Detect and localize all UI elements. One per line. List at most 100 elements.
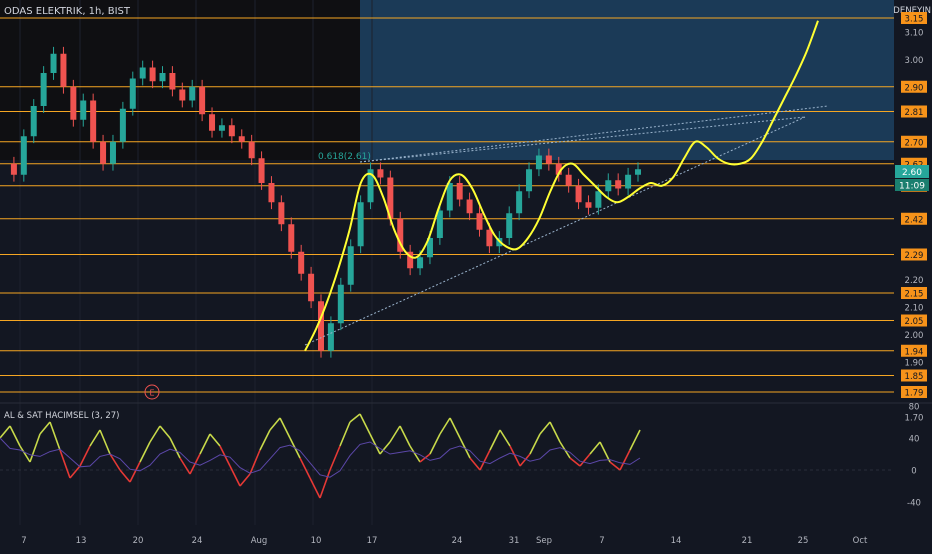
osc-tick-label: -40 bbox=[907, 499, 921, 509]
level-badge bbox=[901, 369, 927, 382]
osc-segment bbox=[199, 433, 211, 455]
candle-body bbox=[119, 108, 126, 142]
candle-body bbox=[80, 100, 87, 120]
candle-body bbox=[308, 273, 315, 302]
candle-body bbox=[605, 180, 612, 192]
candle-body bbox=[50, 53, 57, 73]
fib-label: 0.618(2.61) bbox=[318, 152, 371, 162]
time-tick-label: Sep bbox=[536, 536, 552, 546]
time-tick-label: 14 bbox=[671, 536, 682, 546]
candle-body bbox=[625, 174, 632, 189]
osc-segment bbox=[529, 433, 541, 455]
channel-line[interactable] bbox=[359, 105, 829, 163]
history-shade bbox=[0, 0, 360, 160]
osc-segment bbox=[169, 437, 181, 459]
candle-body bbox=[635, 169, 641, 175]
osc-segment bbox=[99, 429, 111, 455]
osc-segment bbox=[139, 441, 151, 463]
osc-signal-line bbox=[0, 437, 641, 478]
candle-body bbox=[466, 199, 473, 214]
time-tick-label: 7 bbox=[599, 536, 604, 546]
candle-body bbox=[565, 174, 572, 186]
candle-body bbox=[327, 323, 334, 351]
level-badge-label: 3.15 bbox=[905, 15, 924, 25]
level-badge bbox=[901, 287, 927, 299]
level-badge bbox=[901, 386, 927, 398]
time-tick-label: Oct bbox=[853, 536, 868, 546]
candle-body bbox=[288, 224, 295, 252]
osc-segment bbox=[619, 449, 631, 471]
level-badge-label: 2.29 bbox=[905, 251, 924, 261]
time-tick-label: 24 bbox=[192, 536, 203, 546]
candle-body bbox=[545, 155, 552, 164]
osc-segment bbox=[429, 433, 441, 455]
candle-body bbox=[298, 251, 305, 274]
oscillator-axis: 80 40 0 -40 bbox=[907, 403, 921, 509]
osc-segment bbox=[329, 445, 341, 471]
osc-segment bbox=[589, 441, 601, 455]
candle-body bbox=[109, 141, 116, 164]
candle-body bbox=[318, 301, 324, 351]
osc-segment bbox=[359, 413, 371, 435]
countdown-badge bbox=[895, 179, 929, 191]
trend-lines[interactable] bbox=[304, 105, 829, 346]
candle-body bbox=[456, 183, 463, 200]
level-badge bbox=[901, 212, 927, 225]
osc-segment bbox=[599, 441, 611, 463]
level-badge-label: 2.05 bbox=[905, 317, 924, 327]
price-tick-label: 1.70 bbox=[905, 413, 924, 423]
time-tick-label: 31 bbox=[509, 536, 520, 546]
candle-body bbox=[476, 213, 483, 230]
osc-segment bbox=[409, 445, 421, 463]
osc-segment bbox=[89, 429, 101, 447]
time-tick-label: 7 bbox=[21, 536, 26, 546]
event-marker-icon[interactable] bbox=[144, 384, 160, 400]
candle-body bbox=[436, 210, 443, 238]
osc-segment bbox=[569, 457, 581, 467]
osc-segment bbox=[39, 421, 51, 435]
upper-trend-line[interactable] bbox=[359, 116, 806, 163]
level-badges: 3.152.902.812.702.622.542.422.292.152.05… bbox=[901, 12, 927, 399]
candle-body bbox=[446, 183, 453, 211]
osc-segment bbox=[49, 421, 61, 451]
level-badge-label: 1.85 bbox=[905, 372, 924, 382]
osc-segment bbox=[229, 465, 241, 487]
time-tick-label: Aug bbox=[251, 536, 268, 546]
osc-segment bbox=[579, 453, 591, 467]
candle-body bbox=[179, 89, 186, 101]
time-tick-label: 24 bbox=[452, 536, 463, 546]
candle-body bbox=[218, 125, 225, 131]
candle-body bbox=[189, 86, 196, 101]
time-axis: 7 13 20 24 Aug 10 17 24 31 Sep 7 14 21 25 Oct bbox=[21, 536, 868, 546]
level-badge-label: 2.15 bbox=[905, 290, 924, 300]
time-tick-label: 21 bbox=[742, 536, 753, 546]
osc-segment bbox=[79, 445, 91, 467]
osc-segment bbox=[9, 425, 21, 447]
osc-segment bbox=[29, 433, 41, 463]
price-tick-label: 2.10 bbox=[905, 303, 924, 313]
current-price-badge bbox=[895, 165, 929, 178]
level-badge-label: 1.94 bbox=[905, 347, 924, 357]
osc-tick-label: 80 bbox=[909, 403, 920, 413]
osc-segment bbox=[509, 445, 521, 467]
lower-trend-line[interactable] bbox=[304, 116, 806, 346]
candle-body bbox=[615, 180, 622, 189]
projection-box[interactable] bbox=[360, 0, 894, 160]
forecast-curve[interactable] bbox=[304, 20, 819, 352]
candle-body bbox=[248, 141, 255, 159]
osc-segment bbox=[259, 429, 271, 451]
osc-segment bbox=[549, 421, 561, 443]
horizontal-levels[interactable] bbox=[0, 17, 894, 393]
candle-body bbox=[595, 191, 602, 208]
candle-body bbox=[129, 78, 136, 109]
candle-body bbox=[535, 155, 542, 170]
osc-segment bbox=[629, 429, 641, 451]
price-axis: 3.10 3.00 2.20 2.10 2.00 1.90 1.70 bbox=[905, 28, 924, 423]
time-tick-label: 20 bbox=[133, 536, 144, 546]
time-tick-label: 10 bbox=[311, 536, 322, 546]
osc-segment bbox=[479, 449, 491, 471]
level-badge bbox=[901, 248, 927, 261]
symbol-title: ODAS ELEKTRIK, 1h, BIST bbox=[4, 6, 131, 17]
candle-body bbox=[377, 169, 384, 178]
